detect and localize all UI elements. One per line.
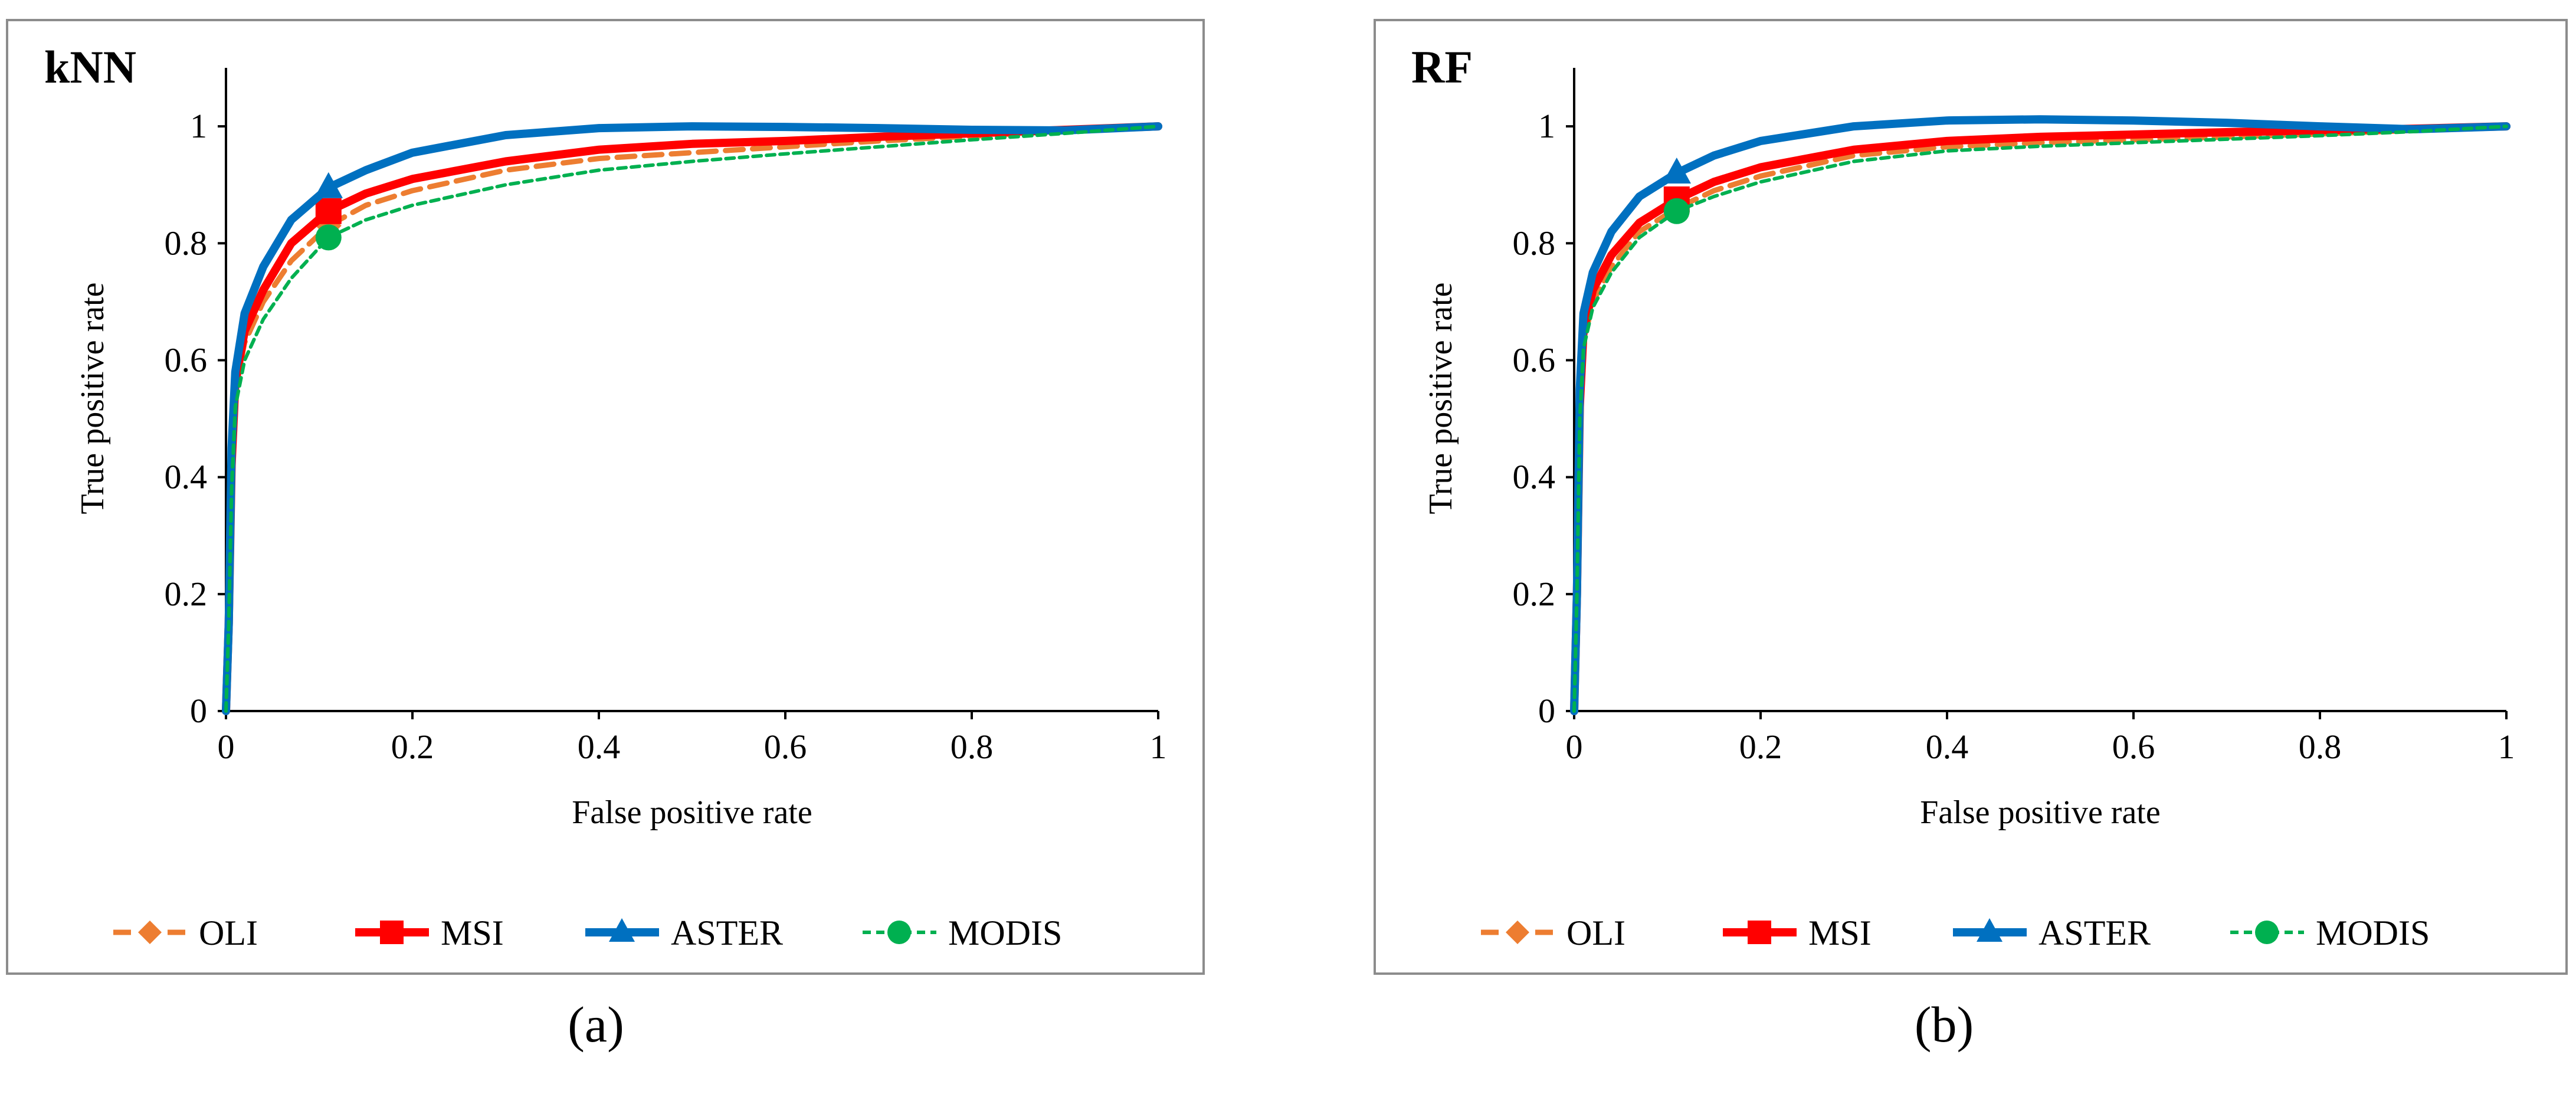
legend-label: ASTER [671,913,783,952]
x-tick-label: 0.2 [391,728,434,766]
x-tick-label: 0.4 [578,728,621,766]
chart-frame [6,19,1205,975]
y-tick-label: 0.8 [1513,224,1556,262]
y-tick-label: 0 [1538,692,1555,730]
legend-marker [138,921,162,944]
series-marker-msi [315,198,342,224]
y-tick-label: 1 [190,107,207,145]
chart-panel-rf: RF 0 0.2 0.4 0.6 0.8 1 0 0.2 0.4 0.6 0.8 1 False posi… [1374,19,2568,975]
legend-marker [887,921,911,944]
chart-title: kNN [44,41,136,93]
y-tick-label: 0 [190,692,207,730]
y-tick-label: 1 [1538,107,1555,145]
x-tick-label: 1 [2498,728,2515,766]
panel-caption: (b) [1915,996,1974,1053]
legend-item-oli: OLI [113,913,258,952]
x-tick-label: 0.8 [951,728,994,766]
legend-item-aster: ASTER [585,913,783,952]
legend-marker [1977,918,2003,942]
legend-marker [380,921,404,944]
legend-item-oli: OLI [1481,913,1625,952]
y-tick-label: 0.8 [165,224,208,262]
x-tick-label: 0 [1566,728,1583,766]
series-line-modis [224,125,1160,713]
legend-label: OLI [1566,913,1625,952]
y-tick-label: 0.4 [165,458,208,496]
series-line-modis [1572,125,2508,713]
legend-label: OLI [199,913,258,952]
y-tick-label: 0.6 [165,340,208,379]
y-axis-label: True positive rate [1423,283,1459,515]
legend-marker [2255,921,2279,944]
x-axis-label: False positive rate [1920,794,2160,831]
legend-item-msi: MSI [1723,913,1872,952]
legend-item-msi: MSI [355,913,504,952]
x-tick-label: 1 [1150,728,1167,766]
series-marker-aster [1662,157,1691,184]
chart-panel-knn: kNN 0 0.2 0.4 0.6 0.8 1 0 0.2 0.4 0.6 0.8 1 False pos… [6,19,1205,975]
series-line-aster [1570,115,2511,715]
y-tick-label: 0.2 [1513,575,1556,613]
x-tick-label: 0 [218,728,235,766]
series-line-aster [222,122,1162,715]
legend-label: MODIS [948,913,1062,952]
legend-item-aster: ASTER [1953,913,2151,952]
y-axis-label: True positive rate [74,283,111,515]
series-marker-aster [314,172,343,198]
legend-label: MSI [441,913,504,952]
series-marker-modis [1663,198,1690,224]
y-tick-label: 0.4 [1513,458,1556,496]
legend-item-modis: MODIS [863,913,1062,952]
x-tick-label: 0.8 [2299,728,2342,766]
legend-marker [609,918,635,942]
legend-item-modis: MODIS [2230,913,2430,952]
legend-label: MSI [1808,913,1872,952]
series-marker-modis [315,224,342,251]
legend-label: MODIS [2316,913,2430,952]
y-tick-label: 0.2 [165,575,208,613]
legend-marker [1748,921,1771,944]
legend-marker [1506,921,1529,944]
x-tick-label: 0.2 [1739,728,1782,766]
x-axis-label: False positive rate [572,794,812,831]
x-tick-label: 0.6 [764,728,807,766]
x-tick-label: 0.6 [2112,728,2155,766]
y-tick-label: 0.6 [1513,340,1556,379]
x-tick-label: 0.4 [1926,728,1969,766]
chart-title: RF [1411,41,1473,93]
panel-caption: (a) [568,996,624,1053]
legend-label: ASTER [2038,913,2151,952]
